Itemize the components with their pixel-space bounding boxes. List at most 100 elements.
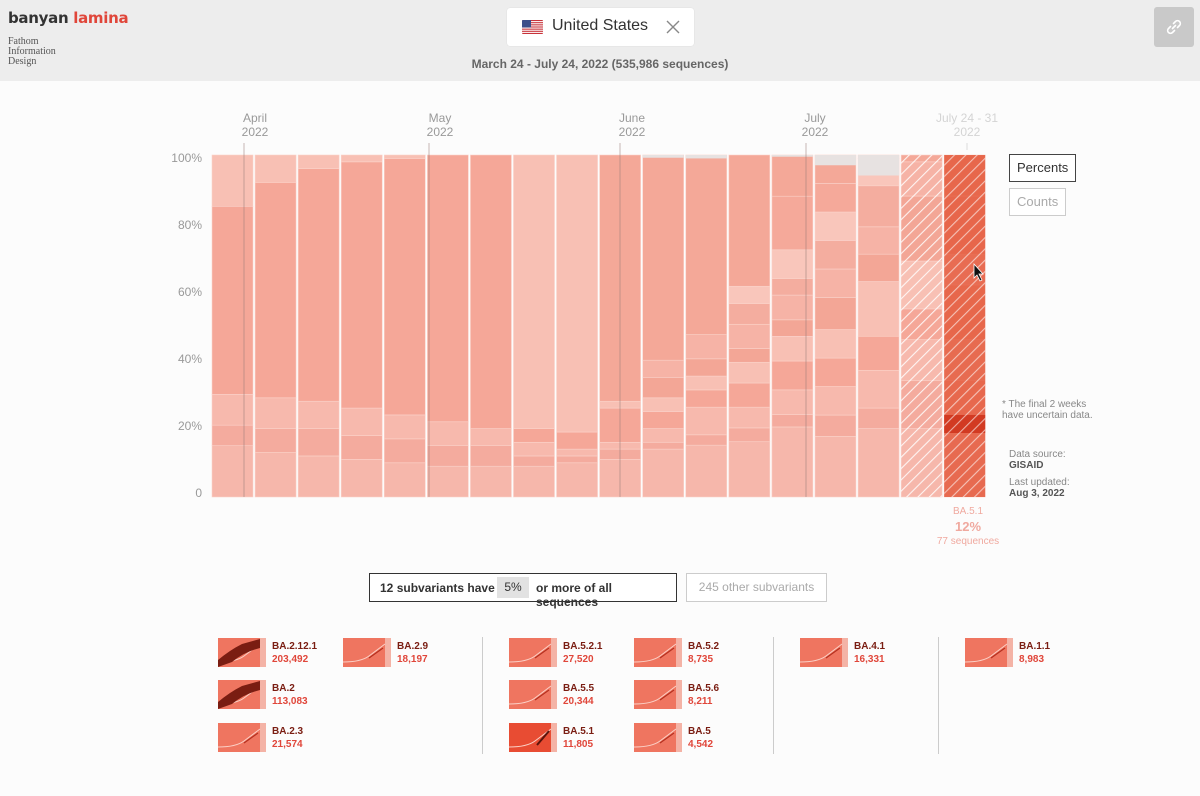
app-logo[interactable]: banyan lamina: [8, 9, 129, 27]
bar-segment[interactable]: [427, 445, 469, 467]
share-link-button[interactable]: [1154, 7, 1194, 47]
bar-segment[interactable]: [340, 161, 383, 409]
bar-segment[interactable]: [771, 294, 814, 321]
bar-segment[interactable]: [857, 281, 900, 337]
bar-segment[interactable]: [814, 183, 857, 213]
bar-jun-30[interactable]: [814, 154, 857, 498]
variant-item[interactable]: BA.2 113,083: [218, 680, 348, 710]
bar-segment[interactable]: [857, 226, 900, 255]
bar-segment[interactable]: [728, 382, 771, 408]
bar-segment[interactable]: [297, 400, 340, 429]
bar-segment[interactable]: [383, 158, 426, 416]
bar-jun-2[interactable]: [642, 154, 685, 498]
variant-item[interactable]: BA.1.1 8,983: [965, 638, 1095, 668]
bar-segment[interactable]: [383, 462, 426, 498]
bar-segment[interactable]: [556, 154, 598, 433]
bar-segment[interactable]: [211, 424, 254, 446]
bar-segment[interactable]: [642, 428, 685, 443]
bar-apr-14[interactable]: [340, 154, 383, 498]
bar-segment[interactable]: [642, 448, 685, 498]
bar-segment[interactable]: [728, 285, 771, 304]
bar-segment[interactable]: [513, 441, 555, 457]
percents-toggle[interactable]: Percents: [1009, 154, 1077, 182]
bar-segment[interactable]: [771, 195, 814, 251]
bar-segment[interactable]: [814, 386, 857, 416]
bar-segment[interactable]: [685, 406, 728, 436]
counts-toggle[interactable]: Counts: [1009, 188, 1067, 216]
variant-item[interactable]: BA.2.3 21,574: [218, 723, 348, 753]
bar-segment[interactable]: [340, 435, 383, 460]
variant-item[interactable]: BA.5.2.1 27,520: [509, 638, 639, 668]
bar-segment[interactable]: [642, 441, 685, 450]
bar-segment[interactable]: [771, 319, 814, 337]
bar-jun-9[interactable]: [685, 154, 728, 498]
bar-segment[interactable]: [857, 253, 900, 282]
bar-segment[interactable]: [814, 297, 857, 330]
bar-segment[interactable]: [556, 448, 598, 457]
bar-segment[interactable]: [814, 268, 857, 298]
bar-segment[interactable]: [470, 428, 512, 447]
bar-segment[interactable]: [297, 168, 340, 402]
bar-segment[interactable]: [685, 375, 728, 391]
bar-segment[interactable]: [297, 455, 340, 498]
bar-segment[interactable]: [814, 240, 857, 270]
bar-may-5[interactable]: [470, 154, 512, 498]
bar-segment[interactable]: [383, 414, 426, 440]
bar-apr-28[interactable]: [427, 154, 469, 498]
bar-segment[interactable]: [857, 407, 900, 429]
bar-segment[interactable]: [254, 154, 297, 183]
bar-segment[interactable]: [383, 154, 426, 159]
bar-apr-21[interactable]: [383, 154, 426, 498]
bar-segment[interactable]: [857, 370, 900, 409]
bar-segment[interactable]: [470, 154, 512, 429]
bar-segment[interactable]: [728, 323, 771, 349]
bar-segment[interactable]: [211, 206, 254, 395]
bar-segment[interactable]: [685, 434, 728, 446]
bar-mar-31[interactable]: [254, 154, 297, 498]
bar-jun-16[interactable]: [728, 154, 771, 498]
bar-segment[interactable]: [814, 211, 857, 241]
bar-segment[interactable]: [771, 278, 814, 296]
bar-jul-7[interactable]: [857, 154, 900, 498]
bar-segment[interactable]: [728, 441, 771, 498]
bar-segment[interactable]: [685, 444, 728, 498]
bar-segment[interactable]: [814, 357, 857, 387]
bar-segment[interactable]: [556, 455, 598, 464]
variant-item[interactable]: BA.5.6 8,211: [634, 680, 764, 710]
bar-segment[interactable]: [211, 154, 254, 207]
bar-segment[interactable]: [427, 465, 469, 498]
variant-item[interactable]: BA.5.5 20,344: [509, 680, 639, 710]
subvariant-filter[interactable]: 12 subvariants have 5% or more of all se…: [369, 573, 677, 609]
country-selector[interactable]: United States: [507, 8, 694, 46]
bar-segment[interactable]: [814, 436, 857, 498]
bar-segment[interactable]: [814, 329, 857, 359]
bar-segment[interactable]: [642, 154, 685, 361]
bar-segment[interactable]: [297, 154, 340, 169]
bar-segment[interactable]: [642, 397, 685, 412]
close-icon[interactable]: [665, 19, 681, 35]
variant-item[interactable]: BA.2.12.1 203,492: [218, 638, 348, 668]
bar-segment[interactable]: [728, 427, 771, 443]
variant-item[interactable]: BA.5.1 11,805: [509, 723, 639, 753]
threshold-input[interactable]: 5%: [497, 577, 529, 598]
bar-jun-23[interactable]: [771, 154, 814, 498]
bar-segment[interactable]: [857, 185, 900, 228]
bar-segment[interactable]: [254, 452, 297, 498]
bar-segment[interactable]: [685, 358, 728, 377]
bar-segment[interactable]: [513, 428, 555, 443]
bar-segment[interactable]: [470, 445, 512, 467]
variant-item[interactable]: BA.2.9 18,197: [343, 638, 473, 668]
bar-segment[interactable]: [470, 465, 512, 498]
bar-mar-24[interactable]: [211, 154, 254, 498]
bar-segment[interactable]: [685, 389, 728, 408]
bar-segment[interactable]: [728, 303, 771, 325]
variant-item[interactable]: BA.5.2 8,735: [634, 638, 764, 668]
bar-segment[interactable]: [254, 428, 297, 453]
bar-segment[interactable]: [340, 154, 383, 163]
bar-segment[interactable]: [814, 414, 857, 437]
bar-segment[interactable]: [513, 465, 555, 498]
bar-segment[interactable]: [728, 154, 771, 287]
bar-segment[interactable]: [254, 182, 297, 399]
bar-segment[interactable]: [857, 335, 900, 371]
bar-segment[interactable]: [857, 428, 900, 498]
